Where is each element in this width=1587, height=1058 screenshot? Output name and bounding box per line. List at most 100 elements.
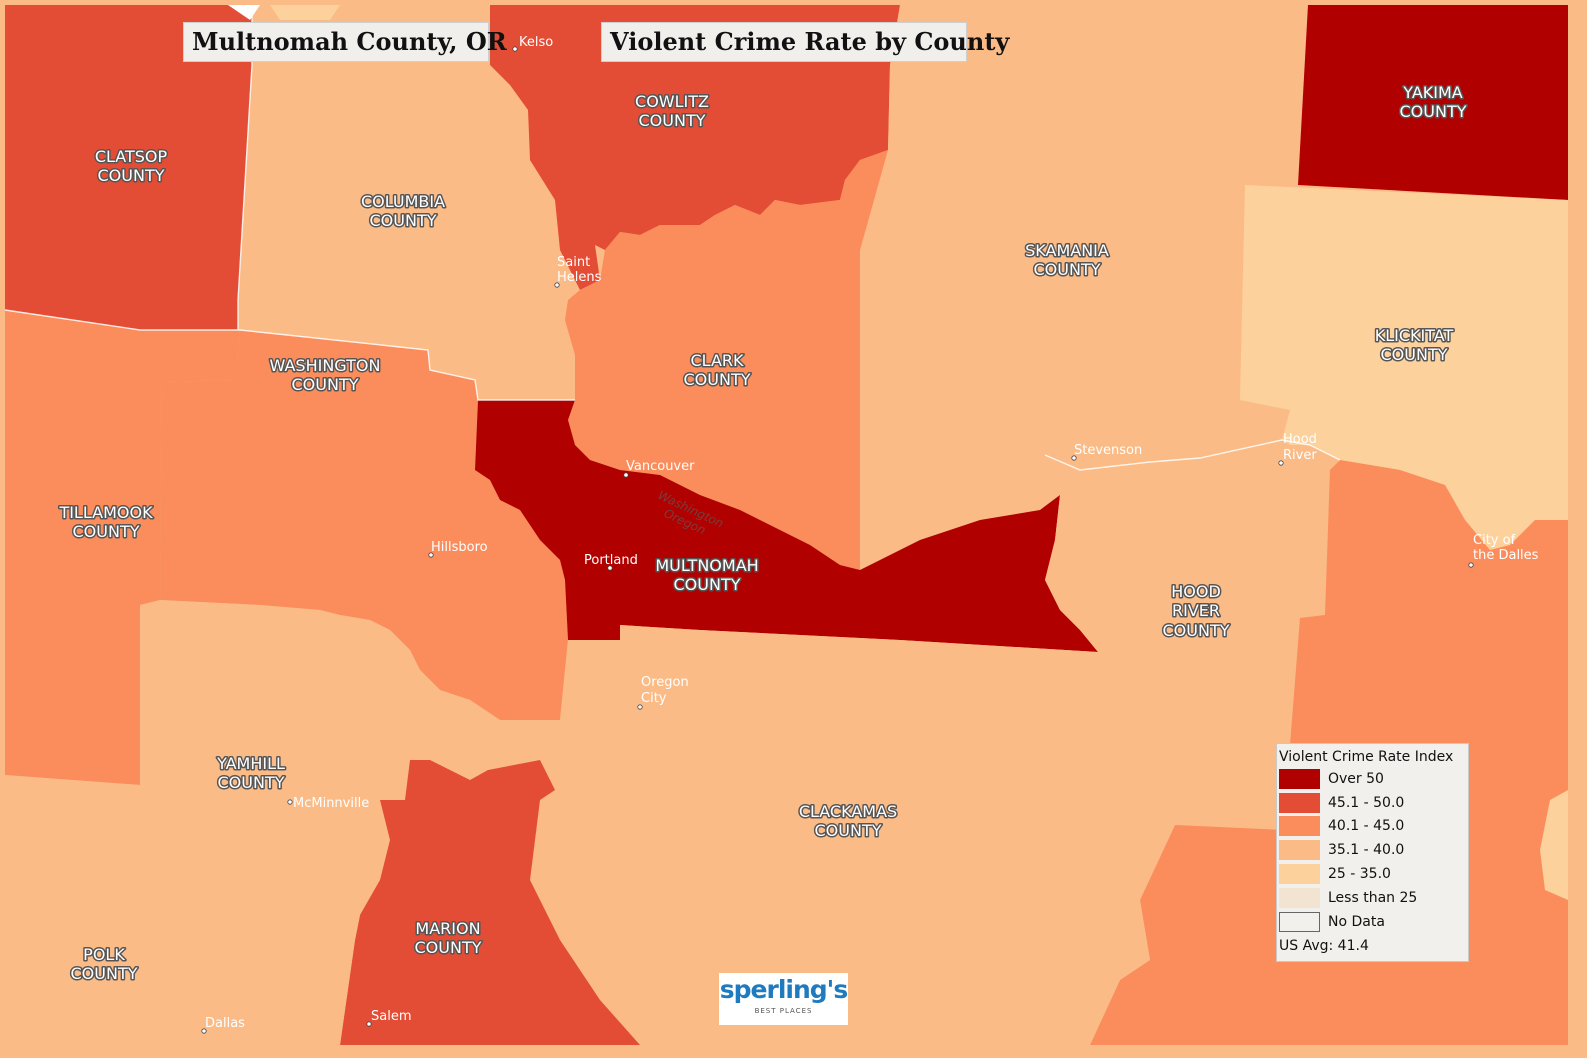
city-the-dalles-1: City of <box>1473 533 1516 548</box>
label-hood-river-2: RIVER <box>1172 601 1220 620</box>
label-hood-river-3: COUNTY <box>1163 621 1230 640</box>
city-dot-vancouver <box>623 472 629 478</box>
map-title: Violent Crime Rate by County <box>601 22 1009 62</box>
city-hood-river-2: River <box>1283 448 1317 463</box>
county-jefferson[interactable] <box>1540 790 1568 900</box>
legend-title: Violent Crime Rate Index <box>1279 749 1454 765</box>
label-tillamook-2: COUNTY <box>73 522 140 541</box>
city-dallas: Dallas <box>205 1016 245 1031</box>
label-clackamas-2: COUNTY <box>815 821 882 840</box>
label-klickitat: KLICKITAT <box>1375 326 1454 345</box>
legend-label: Over 50 <box>1328 770 1384 787</box>
county-multnomah[interactable] <box>475 400 1098 652</box>
city-hillsboro: Hillsboro <box>431 540 488 555</box>
legend-label: Less than 25 <box>1328 889 1418 906</box>
county-klickitat[interactable] <box>1240 185 1568 550</box>
label-clark-2: COUNTY <box>684 370 751 389</box>
legend-item: Less than 25 <box>1279 886 1466 910</box>
legend-item: Over 50 <box>1279 767 1466 791</box>
label-yakima-2: COUNTY <box>1400 102 1467 121</box>
county-polk[interactable] <box>5 890 360 1045</box>
label-multnomah: MULTNOMAH <box>655 556 758 575</box>
label-marion-2: COUNTY <box>415 938 482 957</box>
label-hood-river: HOOD <box>1171 582 1221 601</box>
legend: Violent Crime Rate Index Over 50 45.1 - … <box>1276 743 1469 962</box>
city-dot-portland <box>607 565 613 571</box>
city-oregon-city-2: City <box>641 691 667 706</box>
city-saint-helens-2: Helens <box>557 270 602 285</box>
label-clatsop: CLATSOP <box>95 147 168 166</box>
us-average: US Avg: 41.4 <box>1279 937 1369 954</box>
legend-item: No Data <box>1279 910 1466 934</box>
legend-swatch <box>1279 816 1320 837</box>
city-dot-hillsboro <box>428 552 434 558</box>
city-kelso: Kelso <box>519 35 553 50</box>
legend-label: 35.1 - 40.0 <box>1328 842 1405 859</box>
label-marion: MARION <box>415 919 480 938</box>
county-skamania[interactable] <box>860 5 1308 570</box>
legend-swatch <box>1279 840 1320 861</box>
legend-label: 45.1 - 50.0 <box>1328 794 1405 811</box>
legend-item: 40.1 - 45.0 <box>1279 815 1466 839</box>
county-marion[interactable] <box>340 760 640 1045</box>
city-mcminnville: McMinnville <box>293 796 369 811</box>
logo-subtitle: BEST PLACES <box>754 1007 813 1015</box>
city-dot-mcminnville <box>287 799 293 805</box>
label-clackamas: CLACKAMAS <box>799 802 897 821</box>
city-dot-the-dalles <box>1468 562 1474 568</box>
label-yamhill-2: COUNTY <box>218 773 285 792</box>
label-columbia: COLUMBIA <box>361 192 445 211</box>
city-the-dalles-2: the Dalles <box>1473 548 1539 563</box>
label-cowlitz: COWLITZ <box>635 92 709 111</box>
county-tillamook[interactable] <box>5 310 240 785</box>
label-washington: WASHINGTON <box>270 356 381 375</box>
legend-label: 25 - 35.0 <box>1328 866 1391 883</box>
sperlings-logo[interactable]: sperling's BEST PLACES <box>719 973 848 1025</box>
label-cowlitz-2: COUNTY <box>639 111 706 130</box>
label-clark: CLARK <box>690 351 744 370</box>
label-polk-2: COUNTY <box>71 964 138 983</box>
county-clatsop[interactable] <box>5 5 252 330</box>
label-yakima: YAKIMA <box>1402 83 1462 102</box>
county-cowlitz[interactable] <box>490 5 900 290</box>
label-multnomah-2: COUNTY <box>674 575 741 594</box>
county-hood-river[interactable] <box>1045 440 1330 830</box>
label-klickitat-2: COUNTY <box>1381 345 1448 364</box>
county-clark[interactable] <box>565 150 888 570</box>
county-columbia[interactable] <box>238 5 575 400</box>
county-yamhill[interactable] <box>5 600 500 915</box>
city-hood-river-1: Hood <box>1283 432 1317 447</box>
city-stevenson: Stevenson <box>1074 443 1142 458</box>
legend-item: 25 - 35.0 <box>1279 862 1466 886</box>
legend-swatch <box>1279 887 1320 908</box>
label-washington-2: COUNTY <box>292 375 359 394</box>
logo-word: sperling's <box>719 975 848 1004</box>
label-clatsop-2: COUNTY <box>98 166 165 185</box>
city-dot-salem <box>366 1021 372 1027</box>
city-dot-kelso <box>512 46 518 52</box>
city-dot-hood-river <box>1278 460 1284 466</box>
legend-item: 35.1 - 40.0 <box>1279 838 1466 862</box>
city-dot-saint-helens <box>554 282 560 288</box>
island-feature <box>270 5 340 20</box>
legend-swatch <box>1279 911 1320 932</box>
city-dot-oregon-city <box>637 704 643 710</box>
city-dot-dallas <box>201 1028 207 1034</box>
county-washington[interactable] <box>160 330 568 720</box>
county-clackamas[interactable] <box>488 625 1175 1045</box>
label-yamhill: YAMHILL <box>216 754 285 773</box>
city-dot-stevenson <box>1071 455 1077 461</box>
label-polk: POLK <box>83 945 125 964</box>
label-columbia-2: COUNTY <box>370 211 437 230</box>
legend-swatch <box>1279 768 1320 789</box>
city-saint-helens-1: Saint <box>557 255 590 270</box>
city-salem: Salem <box>371 1009 412 1024</box>
legend-item: 45.1 - 50.0 <box>1279 791 1466 815</box>
legend-label: No Data <box>1328 913 1385 930</box>
county-labels: CLATSOP COUNTY COLUMBIA COUNTY COWLITZ C… <box>57 82 1468 985</box>
county-yakima[interactable] <box>1298 5 1568 200</box>
legend-label: 40.1 - 45.0 <box>1328 818 1405 835</box>
label-skamania-2: COUNTY <box>1034 260 1101 279</box>
city-markers: Kelso Saint Helens Vancouver Stevenson H… <box>201 35 1539 1034</box>
